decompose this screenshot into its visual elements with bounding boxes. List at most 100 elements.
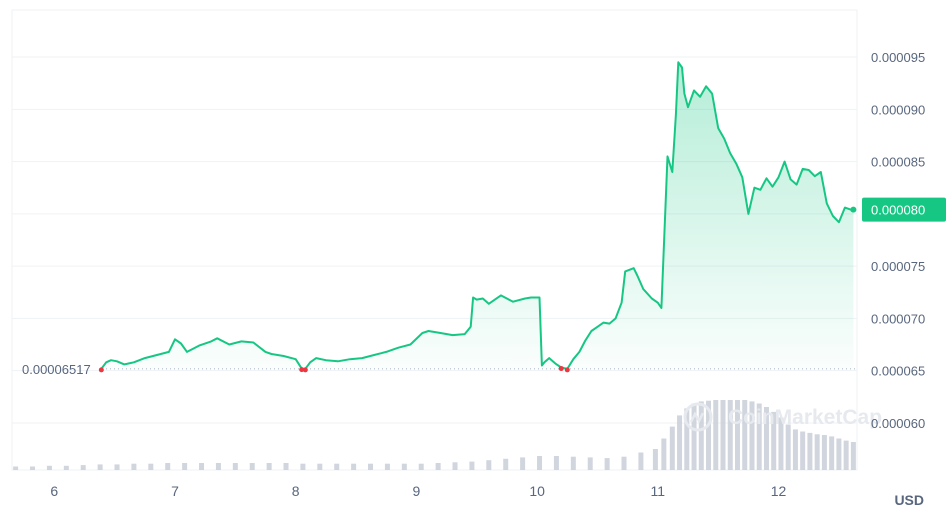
- volume-bar: [800, 431, 806, 470]
- volume-bar: [300, 463, 306, 470]
- volume-bar: [165, 463, 171, 470]
- y-tick-label: 0.000060: [871, 416, 925, 431]
- volume-bar: [706, 400, 712, 470]
- y-tick-label: 0.000075: [871, 259, 925, 274]
- volume-bar: [334, 463, 340, 470]
- volume-bar: [684, 408, 690, 470]
- volume-bar: [435, 463, 441, 470]
- volume-bar: [148, 463, 154, 470]
- y-tick-label: 0.000095: [871, 50, 925, 65]
- y-tick-label: 0.000065: [871, 364, 925, 379]
- volume-bar: [520, 457, 526, 470]
- volume-bar: [763, 407, 769, 470]
- volume-bar: [792, 429, 798, 470]
- x-tick-label: 11: [651, 483, 666, 499]
- volume-bar: [401, 463, 407, 470]
- current-price-label: 0.000080: [871, 203, 925, 218]
- volume-bar: [63, 465, 69, 470]
- volume-bar: [720, 400, 726, 470]
- watermark-text: CoinMarketCap: [728, 406, 882, 429]
- volume-bar: [13, 466, 19, 470]
- volume-bar: [570, 456, 576, 470]
- volume-bar: [182, 463, 188, 470]
- volume-bar: [829, 436, 835, 470]
- volume-bar: [368, 463, 374, 470]
- volume-bar: [418, 463, 424, 470]
- volume-bar: [785, 424, 791, 470]
- volume-bar: [742, 400, 748, 470]
- volume-bar: [604, 458, 610, 470]
- x-tick-label: 10: [529, 483, 545, 499]
- volume-bar: [713, 400, 719, 470]
- low-marker: [98, 367, 104, 373]
- y-axis: 0.000095 0.000090 0.000085 0.000080 0.000075…: [871, 50, 925, 431]
- low-marker: [299, 367, 305, 373]
- volume-bar: [691, 403, 697, 470]
- coinmarketcap-logo-icon: [683, 402, 713, 432]
- logo-ring: [683, 402, 713, 432]
- price-area: [101, 62, 854, 369]
- volume-bar: [452, 462, 458, 470]
- volume-bar: [384, 463, 390, 470]
- x-axis: 6 7 8 9 10 11 12: [50, 483, 786, 499]
- volume-bar: [537, 456, 543, 470]
- volume-bar: [734, 400, 740, 470]
- volume-bar: [97, 464, 103, 470]
- volume-bar: [587, 457, 593, 470]
- volume-bar: [249, 463, 255, 470]
- current-price-badge: [862, 197, 946, 222]
- volume-bar: [317, 463, 323, 470]
- volume-bar: [351, 463, 357, 470]
- currency-label: USD: [894, 492, 924, 508]
- volume-bar: [80, 465, 86, 470]
- volume-bar: [503, 458, 509, 470]
- volume-bar: [807, 432, 813, 470]
- x-tick-label: 7: [171, 483, 179, 499]
- volume-bar: [771, 411, 777, 470]
- volume-bar: [677, 415, 683, 470]
- low-marker: [302, 367, 308, 373]
- volume-bar: [553, 456, 559, 470]
- y-tick-label: 0.000090: [871, 102, 925, 117]
- volume-bar: [727, 400, 733, 470]
- y-tick-label: 0.000070: [871, 311, 925, 326]
- volume-bar: [486, 460, 492, 470]
- volume-bar: [131, 463, 137, 470]
- logo-wave: [689, 411, 705, 424]
- volume-bar: [215, 463, 221, 470]
- plot-frame: [11, 9, 858, 471]
- volume-bar: [778, 417, 784, 470]
- volume-bar: [756, 403, 762, 470]
- volume-bar: [30, 466, 36, 470]
- volume-bar: [283, 463, 289, 470]
- volume-bar: [843, 440, 849, 470]
- volume-bar: [114, 464, 120, 470]
- volume-bar: [469, 461, 475, 470]
- low-markers: [98, 366, 570, 373]
- volume-bar: [46, 465, 52, 470]
- volume-bar: [698, 401, 704, 470]
- x-tick-label: 9: [412, 483, 420, 499]
- volume-bar: [850, 442, 856, 470]
- volume-bar: [661, 438, 667, 470]
- low-marker: [564, 367, 570, 373]
- volume-bar: [814, 434, 820, 470]
- volume-bar: [638, 452, 644, 470]
- current-price-dot: [850, 206, 857, 213]
- volume-bar: [621, 456, 627, 470]
- volume-bar: [266, 463, 272, 470]
- volume-bar: [652, 449, 658, 470]
- volume-bar: [821, 435, 827, 470]
- x-tick-label: 6: [50, 483, 58, 499]
- volume-bar: [199, 463, 205, 470]
- price-line[interactable]: [100, 61, 854, 370]
- x-tick-label: 12: [771, 483, 787, 499]
- x-tick-label: 8: [292, 483, 300, 499]
- volume-bar: [669, 426, 675, 470]
- low-marker: [558, 366, 564, 372]
- volume-bar: [232, 463, 238, 470]
- baseline-label: 0.00006517: [22, 362, 91, 377]
- volume-bars: [13, 400, 856, 470]
- volume-bar: [749, 401, 755, 470]
